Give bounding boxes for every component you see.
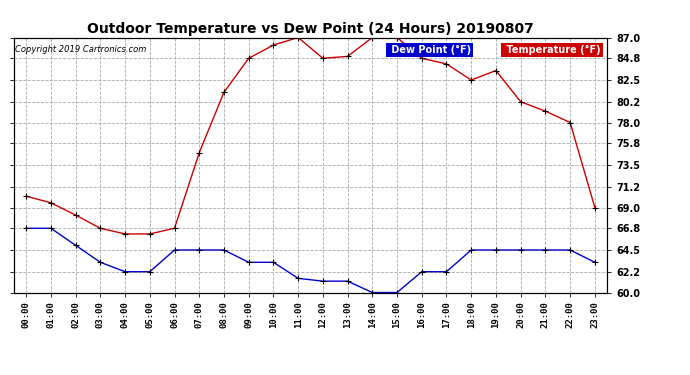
Text: Dew Point (°F): Dew Point (°F) — [388, 45, 471, 55]
Text: Temperature (°F): Temperature (°F) — [504, 45, 601, 55]
Text: Copyright 2019 Cartronics.com: Copyright 2019 Cartronics.com — [15, 45, 146, 54]
Title: Outdoor Temperature vs Dew Point (24 Hours) 20190807: Outdoor Temperature vs Dew Point (24 Hou… — [87, 22, 534, 36]
